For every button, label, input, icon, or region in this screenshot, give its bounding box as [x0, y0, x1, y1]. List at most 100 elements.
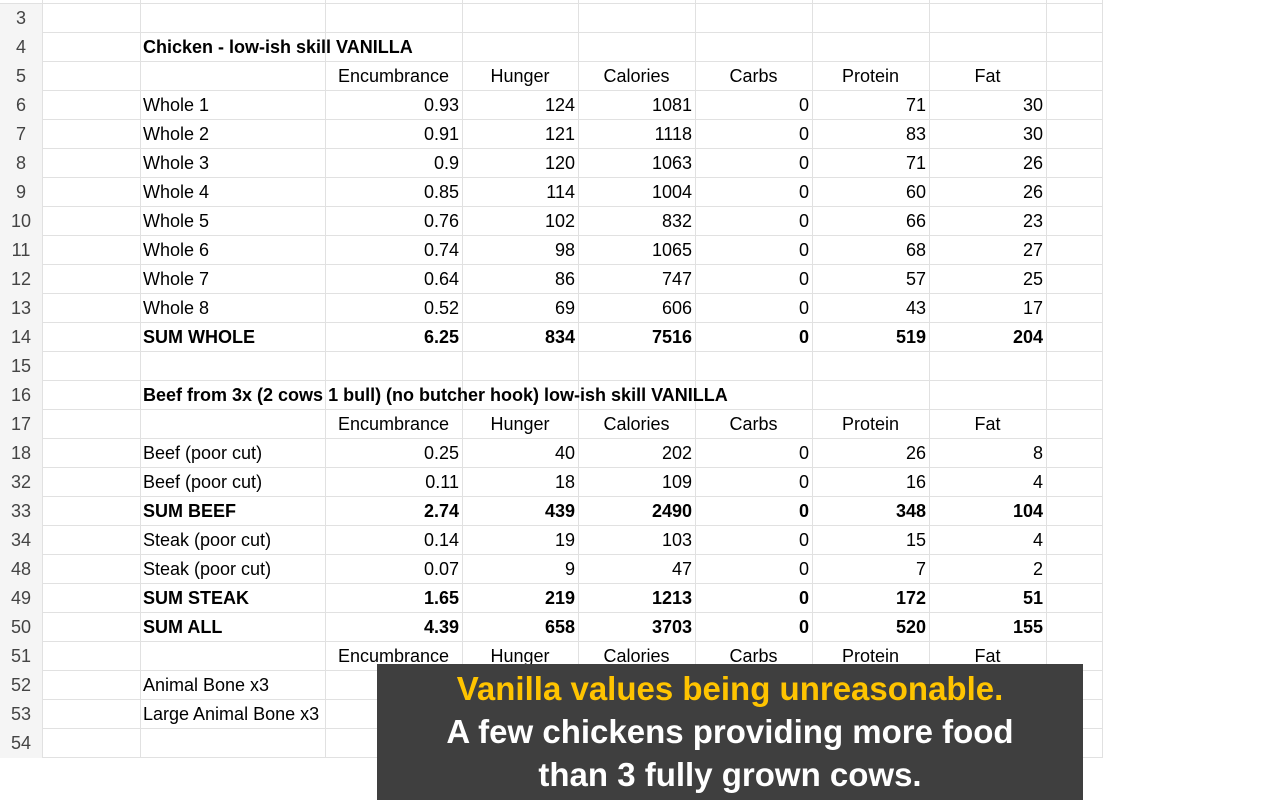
cell-number: 0: [798, 443, 809, 463]
cell-text: Carbs: [729, 66, 778, 86]
cell-number: 2.74: [423, 501, 459, 521]
cell-number: 0: [798, 530, 809, 550]
cell-text: Whole 4: [143, 182, 210, 202]
row-number: 16: [0, 381, 42, 410]
cell-number: 120: [544, 153, 575, 173]
row-number: 54: [0, 729, 42, 758]
cell-number: 834: [544, 327, 575, 347]
row-number: 49: [0, 584, 42, 613]
cell-number: 23: [1022, 211, 1043, 231]
row-number: 9: [0, 178, 42, 207]
cell-number: 519: [895, 327, 926, 347]
cell-text: Calories: [603, 414, 670, 434]
cell-number: 66: [905, 211, 926, 231]
cell-text: Beef (poor cut): [143, 472, 263, 492]
cell-number: 0: [798, 211, 809, 231]
cell-number: 26: [1022, 153, 1043, 173]
cell-text: Steak (poor cut): [143, 530, 272, 550]
cell-number: 0.52: [423, 298, 459, 318]
cell-number: 0: [798, 298, 809, 318]
row-line: [0, 554, 1102, 555]
cell-number: 71: [905, 95, 926, 115]
cell-number: 121: [544, 124, 575, 144]
cell-number: 98: [554, 240, 575, 260]
cell-number: 57: [905, 269, 926, 289]
cell-number: 71: [905, 153, 926, 173]
cell-number: 2: [1032, 559, 1043, 579]
cell-text: Protein: [841, 66, 900, 86]
row-line: [0, 119, 1102, 120]
cell-number: 16: [905, 472, 926, 492]
row-line: [0, 438, 1102, 439]
cell-text: Whole 7: [143, 269, 210, 289]
row-number: 33: [0, 497, 42, 526]
cell-number: 0.9: [433, 153, 459, 173]
row-number: 51: [0, 642, 42, 671]
cell-number: 0: [798, 501, 809, 521]
row-number: 5: [0, 62, 42, 91]
row-number: 6: [0, 91, 42, 120]
cell-number: 1081: [651, 95, 692, 115]
cell-number: 0.25: [423, 443, 459, 463]
cell-number: 0.64: [423, 269, 459, 289]
row-line: [0, 351, 1102, 352]
row-number: 52: [0, 671, 42, 700]
row-number: 50: [0, 613, 42, 642]
cell-number: 0.11: [425, 472, 459, 492]
row-number: 48: [0, 555, 42, 584]
cell-number: 219: [544, 588, 575, 608]
cell-number: 9: [564, 559, 575, 579]
cell-text: Beef (poor cut): [143, 443, 263, 463]
row-number: 32: [0, 468, 42, 497]
cell-number: 0.91: [423, 124, 459, 144]
cell-number: 172: [895, 588, 926, 608]
cell-text: Whole 1: [143, 95, 210, 115]
row-line: [0, 148, 1102, 149]
row-line: [0, 583, 1102, 584]
caption-line: A few chickens providing more food: [446, 713, 1014, 750]
cell-text: SUM STEAK: [143, 588, 250, 608]
row-line: [0, 641, 1102, 642]
row-line: [0, 32, 1102, 33]
cell-number: 2490: [651, 501, 692, 521]
cell-number: 0.76: [423, 211, 459, 231]
cell-number: 202: [661, 443, 692, 463]
cell-text: Hunger: [490, 414, 550, 434]
row-number: 53: [0, 700, 42, 729]
cell-number: 439: [544, 501, 575, 521]
row-number: 10: [0, 207, 42, 236]
cell-number: 109: [661, 472, 692, 492]
cell-number: 1118: [654, 124, 692, 144]
cell-number: 6.25: [423, 327, 459, 347]
cell-number: 15: [905, 530, 926, 550]
row-line: [0, 409, 1102, 410]
cell-text: Protein: [841, 646, 900, 666]
cell-number: 0: [798, 559, 809, 579]
row-line: [0, 380, 1102, 381]
caption-line: than 3 fully grown cows.: [538, 756, 922, 793]
caption: Vanilla values being unreasonable. A few…: [377, 664, 1083, 800]
cell-number: 7: [915, 559, 926, 579]
cell-number: 43: [905, 298, 926, 318]
cell-number: 0: [798, 472, 809, 492]
cell-text: SUM BEEF: [143, 501, 237, 521]
cell-text: Chicken - low-ish skill VANILLA: [143, 37, 413, 57]
cell-text: Large Animal Bone x3: [143, 704, 320, 724]
cell-number: 0: [798, 269, 809, 289]
column-line: [929, 0, 930, 758]
cell-number: 0.14: [423, 530, 459, 550]
cell-number: 40: [554, 443, 575, 463]
cell-number: 124: [544, 95, 575, 115]
row-number: 34: [0, 526, 42, 555]
cell-number: 51: [1022, 588, 1043, 608]
column-line: [140, 0, 141, 758]
column-line: [1046, 0, 1047, 758]
cell-number: 19: [554, 530, 575, 550]
row-line: [0, 322, 1102, 323]
cell-number: 30: [1022, 95, 1043, 115]
row-number: 14: [0, 323, 42, 352]
row-number: 12: [0, 265, 42, 294]
cell-number: 0: [798, 327, 809, 347]
cell-text: Encumbrance: [337, 414, 450, 434]
cell-number: 25: [1022, 269, 1043, 289]
